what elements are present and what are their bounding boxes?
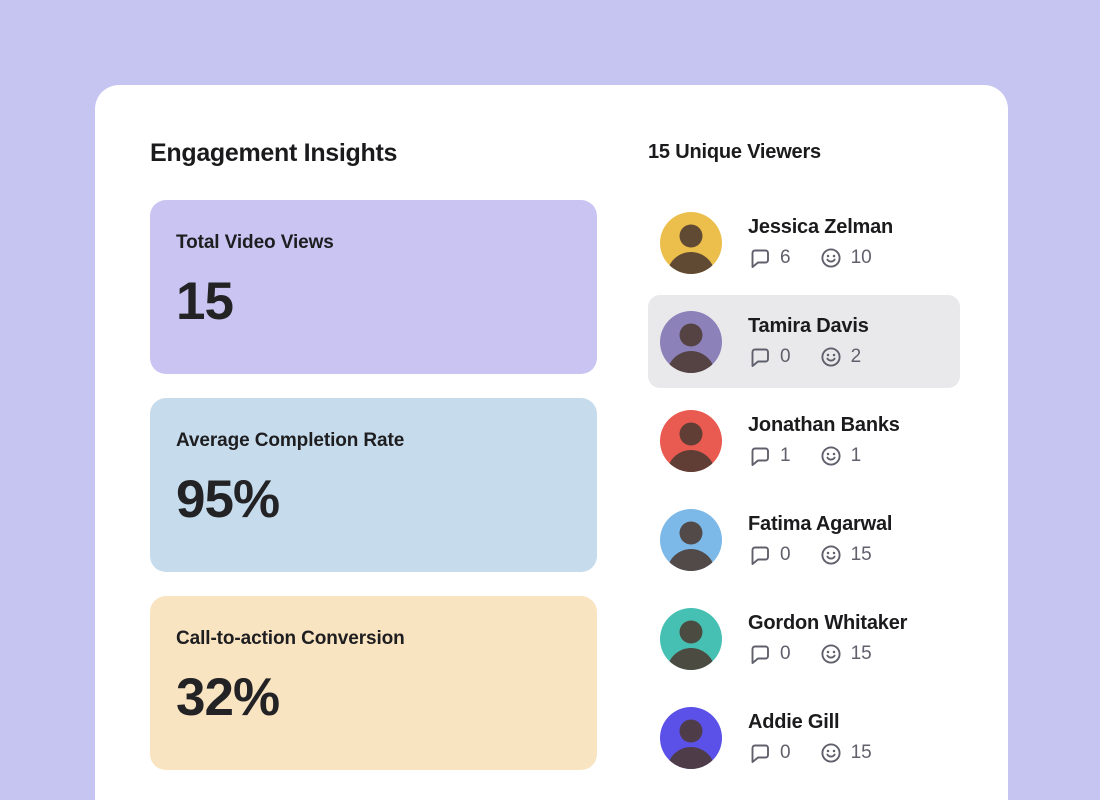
- viewer-info: Tamira Davis 0 2: [748, 315, 869, 369]
- viewer-row[interactable]: Jessica Zelman 6 10: [648, 196, 960, 289]
- comment-count-group: 1: [748, 444, 791, 468]
- comment-count-group: 6: [748, 246, 791, 270]
- reaction-count-group: 1: [819, 444, 862, 468]
- viewer-stats: 0 15: [748, 642, 907, 666]
- smiley-icon: [821, 544, 841, 565]
- stat-label: Call-to-action Conversion: [176, 628, 405, 649]
- viewers-heading: 15 Unique Viewers: [648, 141, 821, 163]
- speech-bubble-icon: [751, 744, 769, 763]
- avatar: [660, 409, 722, 472]
- stat-card-total-views: Total Video Views 15: [150, 200, 597, 374]
- person-silhouette-icon: [667, 323, 715, 373]
- reaction-count-group: 10: [819, 246, 872, 270]
- comment-count-group: 0: [748, 741, 791, 765]
- viewer-name: Jonathan Banks: [748, 413, 900, 436]
- reaction-count: 10: [850, 246, 872, 268]
- avatar: [660, 706, 722, 769]
- comment-count-group: 0: [748, 345, 791, 369]
- stat-card-cta-conversion: Call-to-action Conversion 32%: [150, 596, 597, 770]
- smiley-icon: [821, 247, 841, 268]
- viewer-name: Addie Gill: [748, 710, 840, 733]
- reaction-count-group: 15: [819, 642, 872, 666]
- viewer-row[interactable]: Tamira Davis 0 2: [648, 295, 960, 388]
- viewer-name: Gordon Whitaker: [748, 611, 908, 634]
- smiley-icon: [821, 346, 841, 367]
- speech-bubble-icon: [751, 348, 769, 367]
- reaction-count-group: 2: [819, 345, 862, 369]
- reaction-count-group: 15: [819, 543, 872, 567]
- stat-value: 32%: [176, 668, 280, 727]
- smiley-icon: [821, 445, 841, 466]
- viewer-info: Fatima Agarwal 0 15: [748, 513, 892, 567]
- viewer-name: Jessica Zelman: [748, 215, 894, 238]
- speech-bubble-icon: [751, 249, 769, 268]
- stat-label: Total Video Views: [176, 232, 334, 253]
- avatar: [660, 211, 722, 274]
- stat-label: Average Completion Rate: [176, 430, 405, 451]
- viewer-list: Jessica Zelman 6 10: [648, 196, 960, 784]
- speech-bubble-icon: [751, 447, 769, 466]
- viewer-row[interactable]: Fatima Agarwal 0 15: [648, 493, 960, 586]
- viewer-row[interactable]: Addie Gill 0 15: [648, 691, 960, 784]
- comment-count: 0: [780, 345, 791, 367]
- comment-count: 0: [780, 741, 791, 763]
- reaction-count-group: 15: [819, 741, 872, 765]
- reaction-count: 15: [850, 642, 872, 664]
- viewer-stats: 0 15: [748, 741, 872, 765]
- person-silhouette-icon: [667, 422, 715, 472]
- person-silhouette-icon: [667, 521, 715, 571]
- speech-bubble-icon: [751, 645, 769, 664]
- viewer-stats: 1 1: [748, 444, 900, 468]
- stat-value: 95%: [176, 470, 280, 529]
- metrics-column: Total Video Views 15 Average Completion …: [150, 200, 597, 770]
- viewer-info: Gordon Whitaker 0 15: [748, 612, 907, 666]
- comment-count: 6: [780, 246, 791, 268]
- avatar: [660, 310, 722, 373]
- reaction-count: 15: [850, 543, 872, 565]
- comment-count: 1: [780, 444, 791, 466]
- stat-value: 15: [176, 272, 234, 331]
- person-silhouette-icon: [667, 620, 715, 670]
- comment-count: 0: [780, 543, 791, 565]
- viewer-row[interactable]: Gordon Whitaker 0 15: [648, 592, 960, 685]
- speech-bubble-icon: [751, 546, 769, 565]
- page-title: Engagement Insights: [150, 139, 398, 167]
- person-silhouette-icon: [667, 224, 715, 274]
- viewer-stats: 6 10: [748, 246, 893, 270]
- avatar: [660, 607, 722, 670]
- viewer-info: Jessica Zelman 6 10: [748, 216, 893, 270]
- viewer-stats: 0 2: [748, 345, 869, 369]
- viewer-info: Jonathan Banks 1 1: [748, 414, 900, 468]
- viewer-name: Tamira Davis: [748, 314, 869, 337]
- comment-count-group: 0: [748, 642, 791, 666]
- comment-count-group: 0: [748, 543, 791, 567]
- stat-card-completion-rate: Average Completion Rate 95%: [150, 398, 597, 572]
- viewer-name: Fatima Agarwal: [748, 512, 893, 535]
- comment-count: 0: [780, 642, 791, 664]
- smiley-icon: [821, 643, 841, 664]
- engagement-panel: Engagement Insights Total Video Views 15…: [95, 85, 1008, 800]
- reaction-count: 2: [850, 345, 862, 367]
- viewer-info: Addie Gill 0 15: [748, 711, 872, 765]
- viewer-stats: 0 15: [748, 543, 892, 567]
- smiley-icon: [821, 742, 841, 763]
- reaction-count: 1: [850, 444, 862, 466]
- reaction-count: 15: [850, 741, 872, 763]
- viewer-row[interactable]: Jonathan Banks 1 1: [648, 394, 960, 487]
- person-silhouette-icon: [667, 719, 715, 769]
- avatar: [660, 508, 722, 571]
